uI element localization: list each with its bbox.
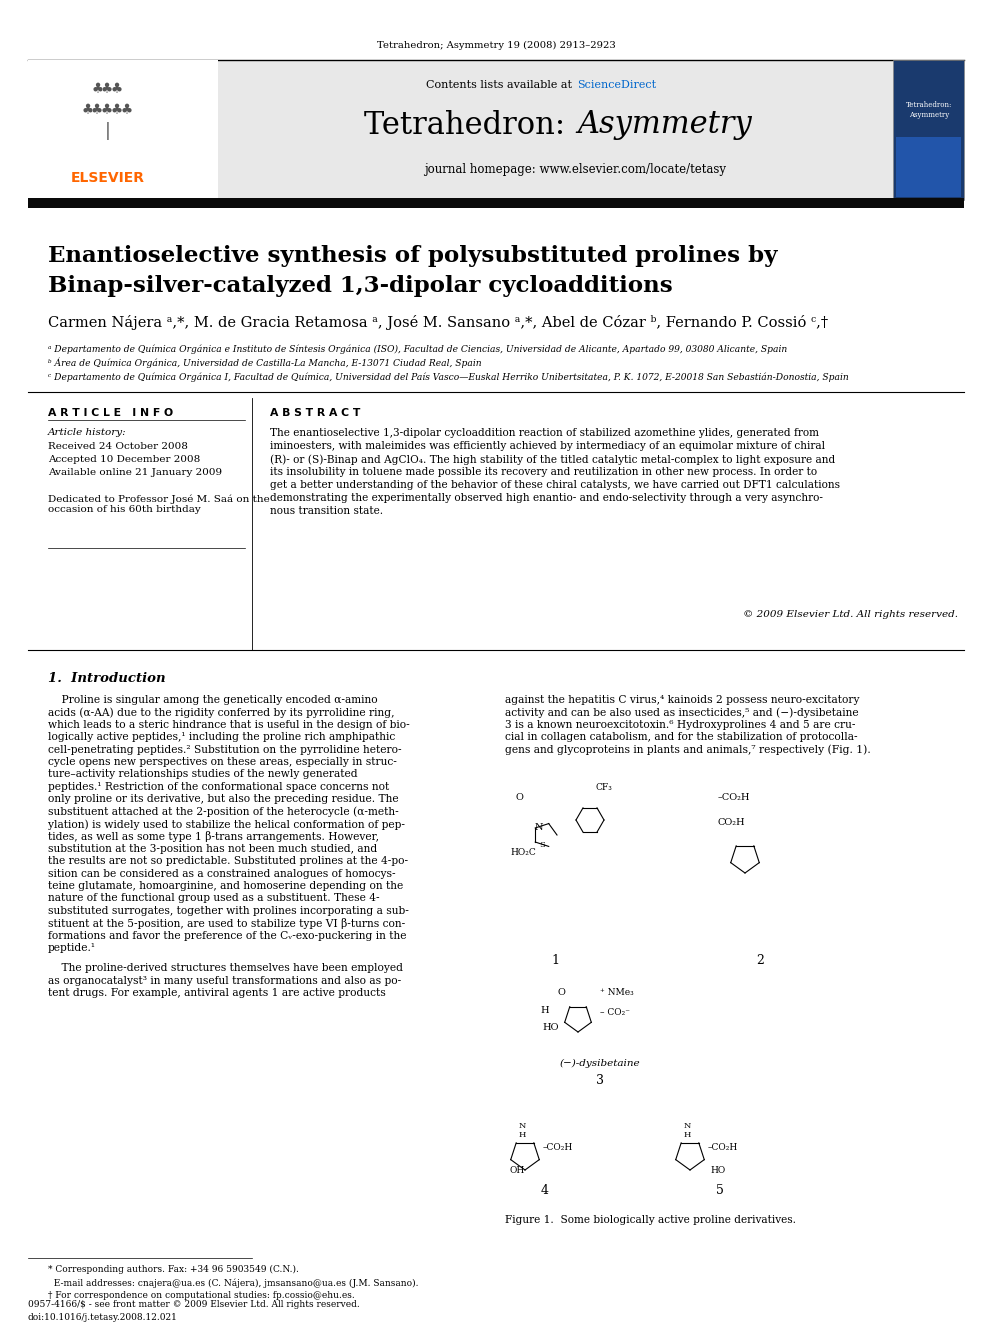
Text: 0957-4166/$ - see front matter © 2009 Elsevier Ltd. All rights reserved.: 0957-4166/$ - see front matter © 2009 El… bbox=[28, 1301, 360, 1308]
Text: 3 is a known neuroexcitotoxin.⁶ Hydroxyprolines 4 and 5 are cru-: 3 is a known neuroexcitotoxin.⁶ Hydroxyp… bbox=[505, 720, 855, 730]
Text: cycle opens new perspectives on these areas, especially in struc-: cycle opens new perspectives on these ar… bbox=[48, 757, 397, 767]
Text: S: S bbox=[539, 841, 545, 849]
Text: † For correspondence on computational studies: fp.cossio@ehu.es.: † For correspondence on computational st… bbox=[48, 1291, 355, 1301]
Text: ♣♣♣
♣♣♣♣♣
  |: ♣♣♣ ♣♣♣♣♣ | bbox=[83, 81, 133, 140]
Text: (R)- or (S)-Binap and AgClO₄. The high stability of the titled catalytic metal-c: (R)- or (S)-Binap and AgClO₄. The high s… bbox=[270, 454, 835, 464]
Text: against the hepatitis C virus,⁴ kainoids 2 possess neuro-excitatory: against the hepatitis C virus,⁴ kainoids… bbox=[505, 695, 859, 705]
Text: CF₃: CF₃ bbox=[595, 783, 612, 792]
Text: Available online 21 January 2009: Available online 21 January 2009 bbox=[48, 468, 222, 478]
Text: peptides.¹ Restriction of the conformational space concerns not: peptides.¹ Restriction of the conformati… bbox=[48, 782, 389, 791]
Text: N
H: N H bbox=[683, 1122, 690, 1139]
Text: 1.  Introduction: 1. Introduction bbox=[48, 672, 166, 685]
Text: 5: 5 bbox=[716, 1184, 724, 1196]
Text: E-mail addresses: cnajera@ua.es (C. Nájera), jmsansano@ua.es (J.M. Sansano).: E-mail addresses: cnajera@ua.es (C. Náje… bbox=[48, 1278, 419, 1287]
Text: get a better understanding of the behavior of these chiral catalysts, we have ca: get a better understanding of the behavi… bbox=[270, 480, 840, 490]
Text: Enantioselective synthesis of polysubstituted prolines by: Enantioselective synthesis of polysubsti… bbox=[48, 245, 778, 267]
Bar bbox=[28, 60, 218, 200]
Text: –CO₂H: –CO₂H bbox=[718, 792, 751, 802]
Text: (−)-dysibetaine: (−)-dysibetaine bbox=[559, 1058, 640, 1068]
Text: demonstrating the experimentally observed high enantio- and endo-selectivity thr: demonstrating the experimentally observe… bbox=[270, 493, 823, 503]
Text: substituted surrogates, together with prolines incorporating a sub-: substituted surrogates, together with pr… bbox=[48, 906, 409, 916]
Text: © 2009 Elsevier Ltd. All rights reserved.: © 2009 Elsevier Ltd. All rights reserved… bbox=[743, 610, 958, 619]
Text: peptide.¹: peptide.¹ bbox=[48, 943, 96, 953]
Text: Received 24 October 2008: Received 24 October 2008 bbox=[48, 442, 187, 451]
Text: 3: 3 bbox=[596, 1073, 604, 1086]
Text: ScienceDirect: ScienceDirect bbox=[577, 79, 656, 90]
Bar bbox=[893, 60, 964, 200]
Text: teine glutamate, homoarginine, and homoserine depending on the: teine glutamate, homoarginine, and homos… bbox=[48, 881, 404, 890]
Text: – CO₂⁻: – CO₂⁻ bbox=[600, 1008, 630, 1017]
Text: CO₂H: CO₂H bbox=[718, 818, 746, 827]
Text: as organocatalyst³ in many useful transformations and also as po-: as organocatalyst³ in many useful transf… bbox=[48, 976, 401, 986]
Bar bbox=[500, 740, 955, 1270]
Text: Proline is singular among the genetically encoded α-amino: Proline is singular among the geneticall… bbox=[48, 695, 378, 705]
Text: 2: 2 bbox=[756, 954, 764, 967]
Text: HO: HO bbox=[542, 1023, 558, 1032]
Text: ylation) is widely used to stabilize the helical conformation of pep-: ylation) is widely used to stabilize the… bbox=[48, 819, 405, 830]
Text: Binap-silver-catalyzed 1,3-dipolar cycloadditions: Binap-silver-catalyzed 1,3-dipolar cyclo… bbox=[48, 275, 673, 296]
Text: H: H bbox=[540, 1005, 549, 1015]
Text: N: N bbox=[535, 823, 544, 832]
Text: ture–activity relationships studies of the newly generated: ture–activity relationships studies of t… bbox=[48, 770, 358, 779]
Text: only proline or its derivative, but also the preceding residue. The: only proline or its derivative, but also… bbox=[48, 794, 399, 804]
Bar bbox=[28, 60, 964, 200]
Text: ᵇ Área de Química Orgánica, Universidad de Castilla-La Mancha, E-13071 Ciudad Re: ᵇ Área de Química Orgánica, Universidad … bbox=[48, 359, 482, 369]
Text: acids (α-AA) due to the rigidity conferred by its pyrrolidine ring,: acids (α-AA) due to the rigidity conferr… bbox=[48, 708, 395, 718]
Text: doi:10.1016/j.tetasy.2008.12.021: doi:10.1016/j.tetasy.2008.12.021 bbox=[28, 1312, 178, 1322]
Text: tides, as well as some type 1 β-trans arrangements. However,: tides, as well as some type 1 β-trans ar… bbox=[48, 831, 379, 843]
Text: iminoesters, with maleimides was efficiently achieved by intermediacy of an equi: iminoesters, with maleimides was efficie… bbox=[270, 441, 825, 451]
Text: which leads to a steric hindrance that is useful in the design of bio-: which leads to a steric hindrance that i… bbox=[48, 720, 410, 730]
Text: Article history:: Article history: bbox=[48, 429, 127, 437]
Text: Tetrahedron; Asymmetry 19 (2008) 2913–2923: Tetrahedron; Asymmetry 19 (2008) 2913–29… bbox=[377, 41, 615, 49]
Text: ᵃ Departamento de Química Orgánica e Instituto de Síntesis Orgánica (ISO), Facul: ᵃ Departamento de Química Orgánica e Ins… bbox=[48, 344, 788, 353]
Text: 4: 4 bbox=[541, 1184, 549, 1196]
Text: stituent at the 5-position, are used to stabilize type VI β-turns con-: stituent at the 5-position, are used to … bbox=[48, 918, 406, 929]
Text: cial in collagen catabolism, and for the stabilization of protocolla-: cial in collagen catabolism, and for the… bbox=[505, 732, 858, 742]
Text: Dedicated to Professor José M. Saá on the
occasion of his 60th birthday: Dedicated to Professor José M. Saá on th… bbox=[48, 493, 270, 513]
Text: –CO₂H: –CO₂H bbox=[708, 1143, 738, 1152]
Text: the results are not so predictable. Substituted prolines at the 4-po-: the results are not so predictable. Subs… bbox=[48, 856, 408, 867]
Text: ᶜ Departamento de Química Orgánica I, Facultad de Química, Universidad del País : ᶜ Departamento de Química Orgánica I, Fa… bbox=[48, 372, 849, 381]
Text: cell-penetrating peptides.² Substitution on the pyrrolidine hetero-: cell-penetrating peptides.² Substitution… bbox=[48, 745, 402, 754]
Text: N
H: N H bbox=[518, 1122, 526, 1139]
Text: –CO₂H: –CO₂H bbox=[543, 1143, 573, 1152]
Text: The proline-derived structures themselves have been employed: The proline-derived structures themselve… bbox=[48, 963, 403, 974]
Text: Accepted 10 December 2008: Accepted 10 December 2008 bbox=[48, 455, 200, 464]
Text: its insolubility in toluene made possible its recovery and reutilization in othe: its insolubility in toluene made possibl… bbox=[270, 467, 817, 478]
Text: Contents lists available at: Contents lists available at bbox=[426, 79, 575, 90]
Text: 1: 1 bbox=[551, 954, 559, 967]
Text: * Corresponding authors. Fax: +34 96 5903549 (C.N.).: * Corresponding authors. Fax: +34 96 590… bbox=[48, 1265, 299, 1274]
Text: ELSEVIER: ELSEVIER bbox=[71, 171, 145, 185]
Bar bbox=[28, 198, 964, 208]
Text: sition can be considered as a constrained analogues of homocys-: sition can be considered as a constraine… bbox=[48, 869, 396, 878]
Text: Tetrahedron:: Tetrahedron: bbox=[364, 110, 575, 140]
Text: O: O bbox=[515, 792, 523, 802]
Text: nous transition state.: nous transition state. bbox=[270, 505, 383, 516]
Text: Tetrahedron:
Asymmetry: Tetrahedron: Asymmetry bbox=[906, 102, 952, 119]
Text: journal homepage: www.elsevier.com/locate/tetasy: journal homepage: www.elsevier.com/locat… bbox=[424, 164, 726, 176]
Text: Figure 1.  Some biologically active proline derivatives.: Figure 1. Some biologically active proli… bbox=[505, 1215, 796, 1225]
Text: nature of the functional group used as a substituent. These 4-: nature of the functional group used as a… bbox=[48, 893, 380, 904]
Text: Carmen Nájera ᵃ,*, M. de Gracia Retamosa ᵃ, José M. Sansano ᵃ,*, Abel de Cózar ᵇ: Carmen Nájera ᵃ,*, M. de Gracia Retamosa… bbox=[48, 315, 828, 329]
Text: substitution at the 3-position has not been much studied, and: substitution at the 3-position has not b… bbox=[48, 844, 377, 853]
Text: Asymmetry: Asymmetry bbox=[577, 110, 752, 140]
Bar bbox=[896, 138, 961, 197]
Text: formations and favor the preference of the Cᵥ-exo-puckering in the: formations and favor the preference of t… bbox=[48, 930, 407, 941]
Text: The enantioselective 1,3-dipolar cycloaddition reaction of stabilized azomethine: The enantioselective 1,3-dipolar cycload… bbox=[270, 429, 819, 438]
Text: HO: HO bbox=[710, 1166, 725, 1175]
Text: tent drugs. For example, antiviral agents 1 are active products: tent drugs. For example, antiviral agent… bbox=[48, 988, 386, 998]
Text: OH: OH bbox=[510, 1166, 525, 1175]
Text: O: O bbox=[558, 988, 565, 998]
Text: A B S T R A C T: A B S T R A C T bbox=[270, 407, 360, 418]
Text: activity and can be also used as insecticides,⁵ and (−)-dysibetaine: activity and can be also used as insecti… bbox=[505, 708, 859, 718]
Text: A R T I C L E   I N F O: A R T I C L E I N F O bbox=[48, 407, 174, 418]
Text: HO₂C: HO₂C bbox=[510, 848, 536, 857]
Text: gens and glycoproteins in plants and animals,⁷ respectively (Fig. 1).: gens and glycoproteins in plants and ani… bbox=[505, 745, 871, 755]
Text: logically active peptides,¹ including the proline rich amphipathic: logically active peptides,¹ including th… bbox=[48, 732, 395, 742]
Text: ⁺ NMe₃: ⁺ NMe₃ bbox=[600, 988, 634, 998]
Text: substituent attached at the 2-position of the heterocycle (α-meth-: substituent attached at the 2-position o… bbox=[48, 807, 399, 818]
